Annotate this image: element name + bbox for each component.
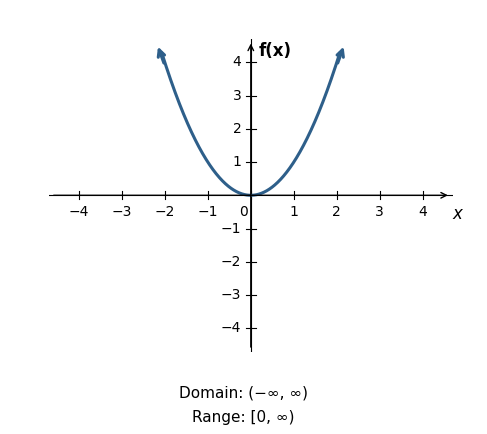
Text: −1: −1 xyxy=(221,221,242,236)
Text: −2: −2 xyxy=(221,255,242,269)
Text: x: x xyxy=(453,204,463,223)
Text: −4: −4 xyxy=(69,204,89,219)
Text: 1: 1 xyxy=(289,204,298,219)
Text: 2: 2 xyxy=(233,122,242,136)
Text: 3: 3 xyxy=(233,89,242,102)
Text: 3: 3 xyxy=(375,204,384,219)
Text: 4: 4 xyxy=(418,204,427,219)
Text: 1: 1 xyxy=(232,155,242,169)
Text: 2: 2 xyxy=(333,204,341,219)
Text: Domain: (−∞, ∞): Domain: (−∞, ∞) xyxy=(179,385,308,400)
Text: 0: 0 xyxy=(239,204,247,219)
Text: −4: −4 xyxy=(221,321,242,335)
Text: −3: −3 xyxy=(221,288,242,302)
Text: 4: 4 xyxy=(233,55,242,69)
Text: Range: [0, ∞): Range: [0, ∞) xyxy=(192,410,295,425)
Text: −2: −2 xyxy=(154,204,175,219)
Text: f(x): f(x) xyxy=(259,43,292,60)
Text: −3: −3 xyxy=(112,204,132,219)
Text: −1: −1 xyxy=(198,204,218,219)
